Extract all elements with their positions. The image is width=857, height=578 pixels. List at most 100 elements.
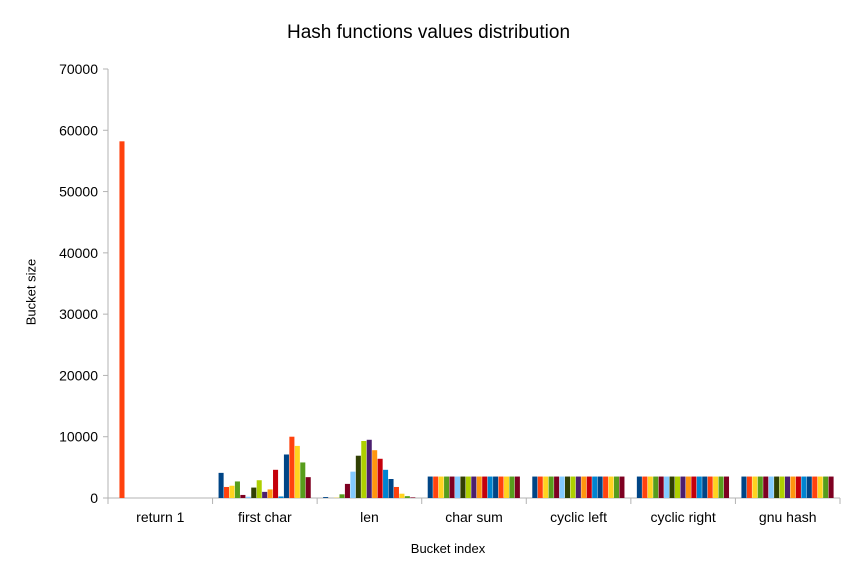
bar: [647, 476, 653, 498]
bar: [300, 462, 306, 498]
bar: [498, 476, 504, 498]
bar: [790, 476, 796, 498]
bar: [664, 476, 670, 498]
bar: [262, 491, 268, 498]
bar: [404, 496, 410, 498]
bar: [427, 476, 433, 498]
bar: [372, 450, 378, 498]
x-tick-label: cyclic left: [550, 509, 607, 525]
bar: [597, 476, 603, 498]
y-tick-label: 20000: [59, 367, 98, 383]
bar: [691, 476, 697, 498]
y-tick-label: 0: [90, 490, 98, 506]
bar: [548, 476, 554, 498]
bar: [636, 476, 642, 498]
bar: [454, 476, 460, 498]
bar: [674, 476, 681, 498]
bar: [465, 476, 471, 498]
bar: [823, 476, 829, 498]
bar: [444, 476, 450, 498]
y-tick-label: 70000: [59, 61, 98, 77]
bar: [366, 439, 372, 498]
bar: [218, 472, 224, 498]
bar: [460, 476, 466, 498]
bar: [741, 476, 747, 498]
bar: [559, 476, 565, 498]
bar: [449, 476, 455, 498]
bar: [532, 476, 538, 498]
bar: [433, 476, 439, 498]
bar: [685, 476, 691, 498]
bar: [702, 476, 708, 498]
bar: [795, 476, 801, 498]
bar: [509, 476, 515, 498]
bar: [482, 476, 488, 498]
bar: [718, 476, 724, 498]
bar: [514, 476, 520, 498]
bar: [774, 476, 780, 498]
bar: [234, 481, 240, 498]
chart-title: Hash functions values distribution: [286, 22, 571, 43]
x-tick-label: gnu hash: [759, 509, 817, 525]
y-tick-label: 10000: [59, 429, 98, 445]
bar: [410, 497, 416, 498]
bar: [224, 486, 230, 498]
bar: [619, 476, 625, 498]
bar: [393, 486, 399, 498]
bar: [493, 476, 499, 498]
bar: [537, 476, 543, 498]
bar: [586, 476, 592, 498]
x-tick-label: len: [360, 509, 379, 525]
x-axis-label: Bucket index: [410, 541, 486, 556]
bar: [608, 476, 614, 498]
bar: [828, 476, 834, 498]
bar: [267, 489, 273, 498]
x-tick-label: cyclic right: [650, 509, 715, 525]
bar: [707, 476, 713, 498]
bar: [696, 476, 702, 498]
bar: [361, 441, 367, 498]
bar: [251, 487, 257, 498]
bar: [119, 141, 125, 498]
bar: [476, 476, 482, 498]
y-tick-label: 40000: [59, 245, 98, 261]
bar: [581, 476, 587, 498]
bar: [438, 476, 444, 498]
bar: [323, 497, 329, 498]
bar: [603, 476, 609, 498]
y-tick-label: 60000: [59, 122, 98, 138]
bar: [240, 494, 246, 498]
bar: [757, 476, 763, 498]
bar: [503, 476, 509, 498]
bar: [355, 455, 361, 498]
bar: [487, 476, 493, 498]
bar: [575, 476, 581, 498]
bar: [294, 445, 300, 498]
bar: [554, 476, 560, 498]
bar: [245, 496, 251, 498]
bar: [543, 476, 549, 498]
bar: [273, 469, 279, 498]
bar: [592, 476, 598, 498]
bar: [344, 483, 350, 498]
bar: [713, 476, 719, 498]
y-tick-label: 50000: [59, 184, 98, 200]
bar: [658, 476, 664, 498]
bar: [763, 476, 769, 498]
bar: [806, 476, 812, 498]
bar: [399, 493, 405, 498]
bar: [278, 496, 284, 498]
bar: [680, 476, 686, 498]
bar: [779, 476, 785, 498]
bar: [642, 476, 648, 498]
bar: [669, 476, 675, 498]
bar: [801, 476, 807, 498]
bar: [289, 436, 295, 498]
bar: [471, 476, 477, 498]
bar: [768, 476, 774, 498]
bar: [229, 485, 235, 498]
y-tick-label: 30000: [59, 306, 98, 322]
bar: [350, 471, 356, 498]
bar: [784, 476, 791, 498]
